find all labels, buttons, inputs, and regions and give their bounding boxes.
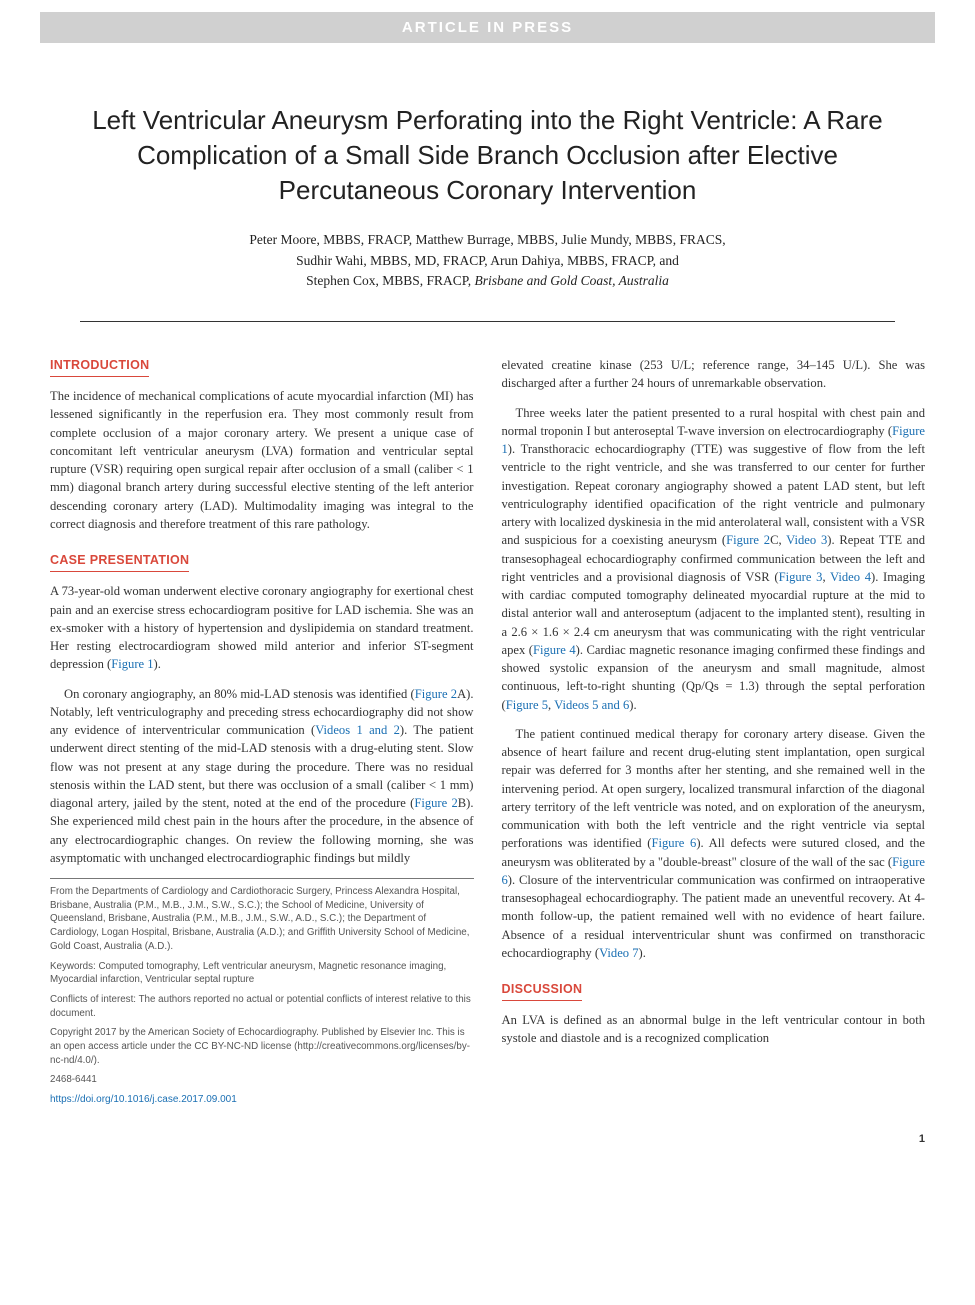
text-run: C, [770,533,786,547]
text-run: ). [639,946,646,960]
title-block: Left Ventricular Aneurysm Perforating in… [80,103,895,291]
figure-link[interactable]: Figure 2 [415,687,457,701]
page-number: 1 [0,1133,975,1161]
article-metadata: From the Departments of Cardiology and C… [50,878,474,1107]
section-heading-case: CASE PRESENTATION [50,551,189,572]
author-line: Peter Moore, MBBS, FRACP, Matthew Burrag… [249,232,725,247]
text-run: ). Transthoracic echocardiography (TTE) … [502,442,926,547]
right-column: elevated creatine kinase (253 U/L; refer… [502,356,926,1113]
discussion-paragraph: An LVA is defined as an abnormal bulge i… [502,1011,926,1048]
conflicts-of-interest: Conflicts of interest: The authors repor… [50,993,474,1020]
affiliations: From the Departments of Cardiology and C… [50,885,474,954]
keywords: Keywords: Computed tomography, Left vent… [50,960,474,987]
figure-link[interactable]: Figure 6 [651,836,696,850]
case-paragraph: A 73-year-old woman underwent elective c… [50,582,474,673]
text-run: , [822,570,830,584]
text-run: ). [629,698,636,712]
figure-link[interactable]: Figure 3 [779,570,823,584]
video-link[interactable]: Video 3 [786,533,827,547]
case-paragraph: On coronary angiography, an 80% mid-LAD … [50,685,474,868]
copyright-notice: Copyright 2017 by the American Society o… [50,1026,474,1067]
section-heading-introduction: INTRODUCTION [50,356,149,377]
figure-link[interactable]: Figure 2 [414,796,457,810]
figure-link[interactable]: Figure 2 [726,533,770,547]
case-paragraph: elevated creatine kinase (253 U/L; refer… [502,356,926,393]
video-link[interactable]: Videos 1 and 2 [315,723,400,737]
author-location: Brisbane and Gold Coast, Australia [475,273,669,288]
left-column: INTRODUCTION The incidence of mechanical… [50,356,474,1113]
figure-link[interactable]: Figure 5 [506,698,548,712]
figure-link[interactable]: Figure 4 [533,643,576,657]
video-link[interactable]: Videos 5 and 6 [554,698,629,712]
article-status-banner: ARTICLE IN PRESS [40,12,935,43]
author-line: Sudhir Wahi, MBBS, MD, FRACP, Arun Dahiy… [296,253,679,268]
article-title: Left Ventricular Aneurysm Perforating in… [80,103,895,208]
text-run: The patient continued medical therapy fo… [502,727,926,851]
author-list: Peter Moore, MBBS, FRACP, Matthew Burrag… [80,230,895,291]
case-paragraph: Three weeks later the patient presented … [502,404,926,714]
case-paragraph: The patient continued medical therapy fo… [502,725,926,962]
issn: 2468-6441 [50,1073,474,1087]
text-run: On coronary angiography, an 80% mid-LAD … [64,687,415,701]
text-run: ). [154,657,161,671]
author-line: Stephen Cox, MBBS, FRACP, [306,273,474,288]
text-run: ). Closure of the interventricular commu… [502,873,926,960]
intro-paragraph: The incidence of mechanical complication… [50,387,474,533]
doi-link[interactable]: https://doi.org/10.1016/j.case.2017.09.0… [50,1093,474,1107]
title-divider [80,321,895,322]
section-heading-discussion: DISCUSSION [502,980,583,1001]
two-column-body: INTRODUCTION The incidence of mechanical… [0,356,975,1133]
video-link[interactable]: Video 7 [599,946,638,960]
figure-link[interactable]: Figure 1 [111,657,153,671]
video-link[interactable]: Video 4 [830,570,871,584]
text-run: Three weeks later the patient presented … [502,406,926,438]
